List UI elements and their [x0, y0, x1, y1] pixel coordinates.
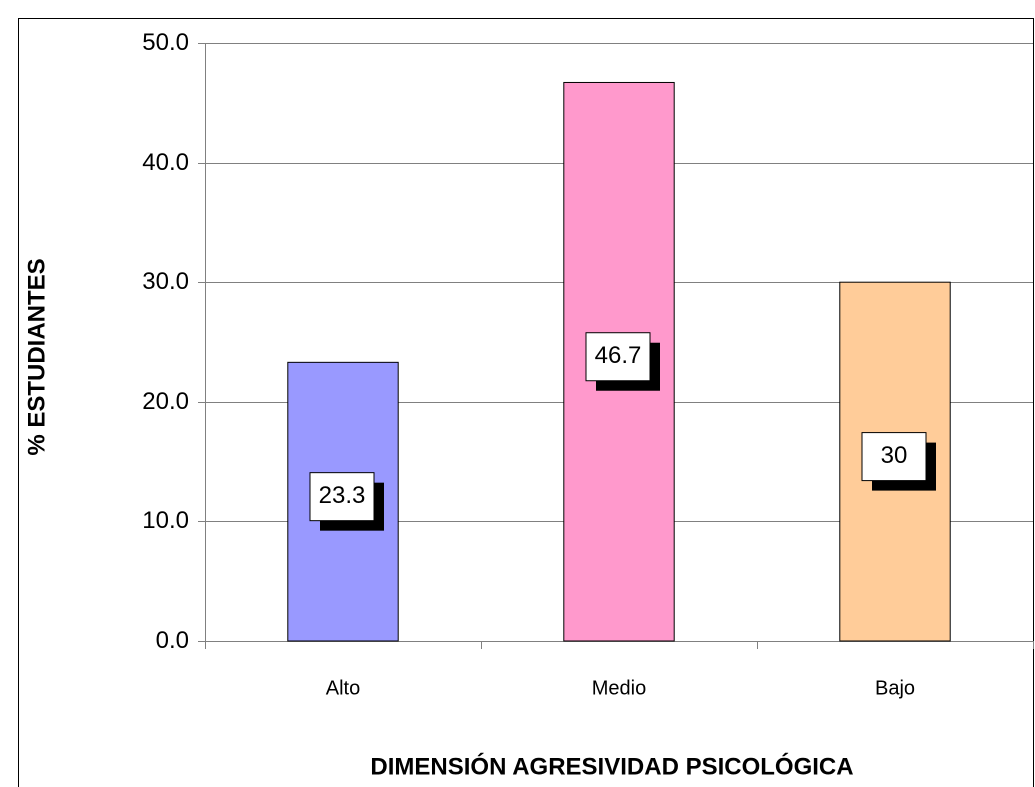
x-tick-label: Medio — [592, 677, 646, 699]
data-label-box — [585, 332, 651, 382]
y-tick-label: 0.0 — [156, 627, 189, 654]
x-axis-title: DIMENSIÓN AGRESIVIDAD PSICOLÓGICA — [370, 752, 853, 780]
chart-border — [18, 18, 1034, 787]
y-tick-label: 40.0 — [142, 149, 189, 176]
y-tick-label: 10.0 — [142, 507, 189, 534]
x-tick-label: Bajo — [875, 677, 915, 699]
data-label: 46.7 — [595, 342, 642, 369]
y-tick-label: 20.0 — [142, 388, 189, 415]
y-tick-label: 50.0 — [142, 29, 189, 56]
data-label: 30 — [881, 442, 908, 469]
data-label-box — [309, 472, 375, 522]
y-tick-label: 30.0 — [142, 268, 189, 295]
data-label: 23.3 — [319, 482, 366, 509]
y-axis-title: % ESTUDIANTES — [23, 258, 50, 455]
data-label-box — [861, 432, 927, 482]
x-tick-label: Alto — [326, 677, 360, 699]
